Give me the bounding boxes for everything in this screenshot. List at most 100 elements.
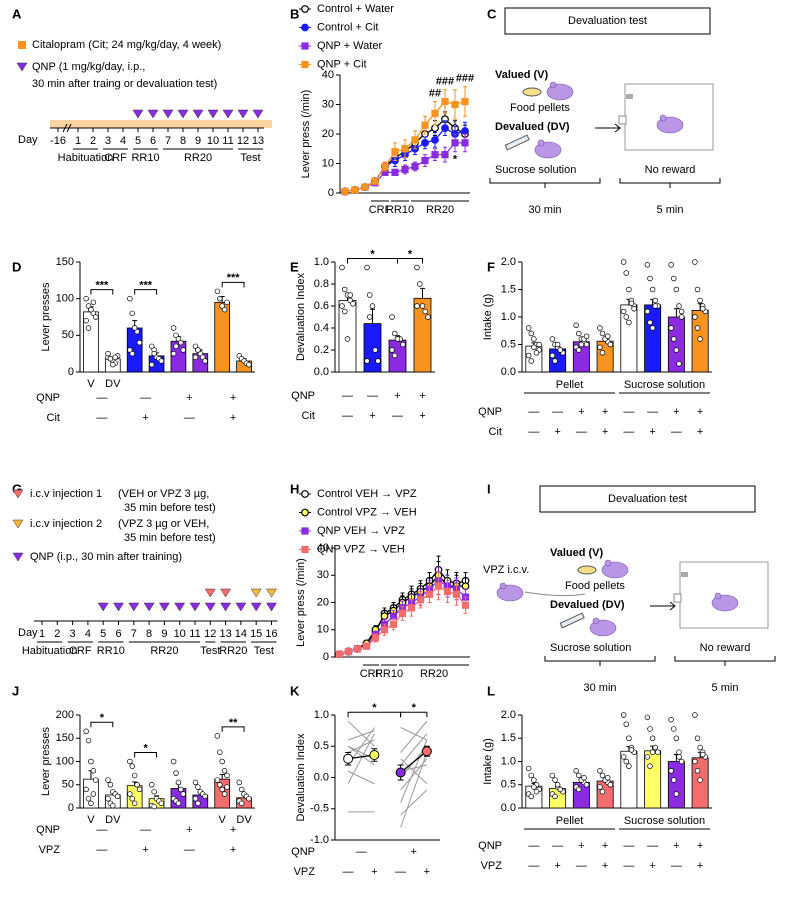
mean-point: [343, 753, 354, 764]
y-axis-label: Lever press (/min): [295, 558, 307, 647]
error-bar: [219, 774, 225, 780]
arrow: [595, 123, 621, 133]
data-point: [129, 795, 136, 802]
data-point: [528, 772, 535, 779]
day-number: 3: [105, 135, 111, 147]
data-point: [623, 758, 630, 765]
panel-letter: L: [487, 683, 495, 698]
data-point: [644, 262, 651, 268]
data-point: [173, 343, 179, 350]
citalopram-swatch: [18, 41, 26, 49]
subject-line: [347, 770, 375, 785]
data-point: [85, 737, 92, 744]
x-tick-label: V: [219, 814, 227, 826]
condition-label: —: [647, 406, 658, 418]
data-point: [452, 590, 461, 598]
x-tick-label: V: [87, 378, 95, 390]
significance-label: ###: [456, 73, 474, 85]
data-point: [549, 772, 556, 779]
subject-line: [347, 745, 375, 766]
condition-name: QNP: [478, 840, 502, 852]
condition-label: +: [578, 406, 584, 418]
data-point: [344, 647, 353, 656]
data-point: [414, 264, 420, 271]
data-point: [407, 604, 416, 612]
data-point: [607, 341, 614, 348]
qnp-injection: [177, 109, 189, 119]
data-point: [83, 317, 89, 324]
data-point: [678, 314, 685, 320]
qnp-marker: [16, 62, 28, 72]
legend-label: QNP VPZ → VEH: [317, 543, 405, 555]
data-point: [391, 168, 399, 176]
data-point: [92, 777, 99, 783]
condition-label: +: [371, 866, 377, 878]
day-label: Day: [18, 134, 38, 146]
group-label: RR10: [386, 204, 414, 216]
condition-label: —: [576, 860, 587, 872]
data-point: [400, 341, 406, 348]
day-number: 7: [131, 628, 137, 640]
data-point: [347, 292, 354, 298]
duration: 5 min: [657, 204, 684, 216]
data-point: [411, 136, 419, 144]
devalued-label: Devalued (DV): [495, 121, 570, 133]
condition-label: +: [411, 846, 417, 858]
data-point: [649, 749, 656, 755]
data-point: [652, 303, 658, 309]
data-point: [623, 314, 630, 320]
condition-label: +: [369, 410, 375, 422]
mouse-ear: [499, 582, 507, 590]
condition-label: +: [697, 426, 703, 438]
brace: [489, 178, 601, 188]
data-point: [129, 310, 136, 317]
data-point: [219, 758, 225, 765]
data-point: [461, 97, 469, 106]
y-tick-label: 0.5: [501, 338, 516, 350]
data-point: [620, 712, 627, 718]
day-number: 12: [204, 628, 216, 640]
data-point: [416, 596, 425, 604]
panel-letter: F: [487, 259, 495, 274]
data-point: [381, 162, 389, 171]
x-tick-label: DV: [105, 378, 121, 390]
data-point: [353, 645, 362, 653]
y-tick-label: 150: [56, 256, 74, 268]
phase-label: Test: [254, 645, 274, 657]
data-point: [369, 303, 376, 309]
condition-label: —: [552, 406, 563, 418]
qnp-injection: [250, 602, 262, 612]
significance-label: ***: [227, 272, 241, 284]
data-point: [335, 650, 344, 658]
qnp-injection: [220, 602, 232, 612]
data-point: [554, 781, 561, 788]
data-point: [692, 314, 698, 320]
data-point: [531, 344, 537, 351]
data-point: [105, 795, 111, 802]
data-point: [671, 275, 677, 282]
y-tick-label: 100: [56, 293, 74, 305]
data-point: [644, 308, 651, 315]
condition-name: VPZ: [39, 844, 61, 856]
condition-label: —: [528, 406, 539, 418]
y-tick-label: 0.2: [314, 344, 329, 356]
y-tick-label: 1.0: [501, 311, 516, 323]
data-point: [136, 786, 143, 793]
qnp-injection: [132, 109, 144, 119]
condition-label: —: [96, 824, 107, 836]
data-point: [573, 322, 579, 329]
y-tick-label: 0.0: [501, 802, 516, 814]
data-point: [647, 763, 653, 769]
condition-label: —: [96, 844, 107, 856]
data-point: [246, 795, 252, 802]
significance-bracket: [400, 711, 428, 718]
data-point: [214, 288, 221, 295]
data-point: [431, 124, 439, 133]
legend-marker: [301, 5, 309, 13]
data-point: [421, 138, 429, 147]
condition-label: —: [392, 410, 403, 422]
significance-label: *: [412, 702, 417, 714]
phase-label: RR20: [184, 152, 212, 164]
data-point: [421, 156, 429, 165]
data-point: [644, 714, 651, 721]
